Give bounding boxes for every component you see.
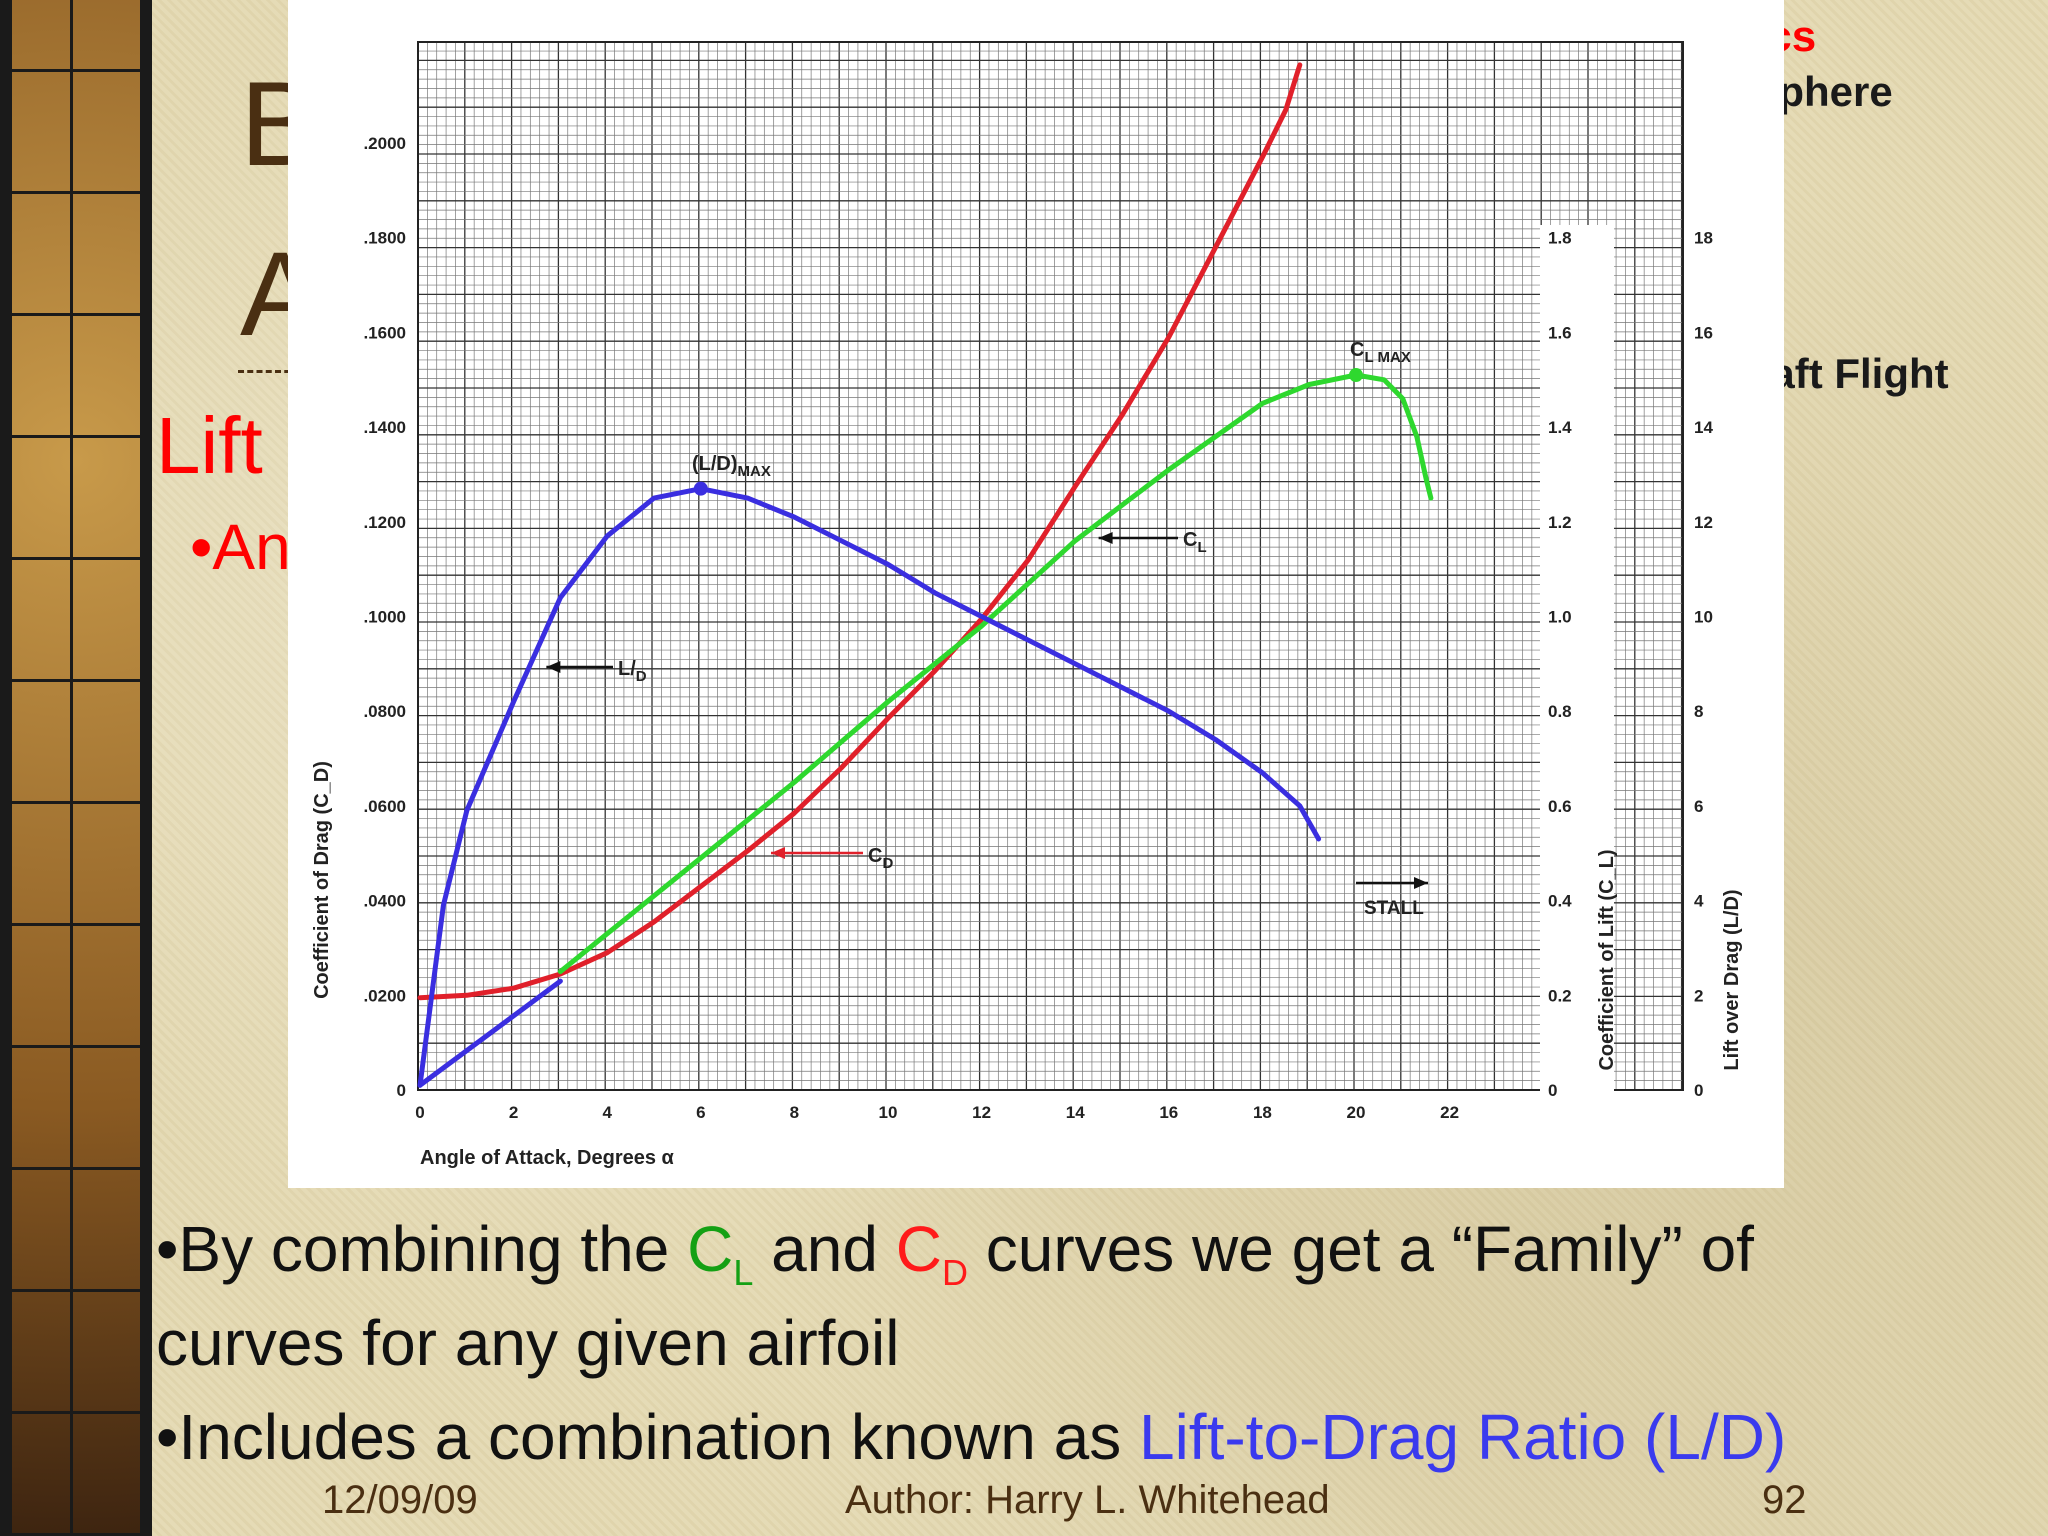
ld-arrow-head bbox=[546, 661, 561, 673]
x-tick-label: 12 bbox=[972, 1103, 991, 1122]
x-tick-label: 10 bbox=[879, 1103, 898, 1122]
cd-term: CD bbox=[895, 1213, 968, 1293]
footer-page-number: 92 bbox=[1762, 1478, 1807, 1522]
ld-curve-label: L/D bbox=[618, 658, 647, 685]
series-cd-curve-0 bbox=[417, 62, 1303, 1001]
footer-author: Author: Harry L. Whitehead bbox=[845, 1478, 1330, 1522]
x-tick-label: 4 bbox=[602, 1103, 612, 1122]
bullet-lift-to-drag: •Includes a combination known as Lift-to… bbox=[156, 1400, 1786, 1474]
cd-tick-label: .1600 bbox=[363, 323, 406, 342]
cd-tick-label: .0400 bbox=[363, 892, 406, 911]
cd-tick-label: .1200 bbox=[363, 513, 406, 532]
lift-drag-chart: 0 2 4 6 8 10 12 14 16 18 20 220.0200.0400.0600.0800… bbox=[311, 41, 1743, 1169]
x-tick-label: 18 bbox=[1253, 1103, 1272, 1122]
bullet2-prefix: •Includes a combination known as bbox=[156, 1401, 1139, 1473]
cl-tick-label: 1.4 bbox=[1548, 418, 1572, 437]
cl-axis-panel bbox=[1540, 225, 1614, 1105]
ld-max-label: (L/D)MAX bbox=[692, 453, 771, 480]
ld-tick-label: 18 bbox=[1694, 229, 1713, 248]
plot-frame bbox=[417, 41, 1684, 1091]
y-axis-title-cl: Coefficient of Lift (C_L) bbox=[1596, 849, 1618, 1070]
x-tick-label: 22 bbox=[1440, 1103, 1459, 1122]
cl-letter: C bbox=[687, 1213, 734, 1285]
cd-tick-label: 0 bbox=[397, 1081, 406, 1100]
header-flight-text: raft Flight bbox=[1755, 350, 1949, 397]
x-tick-label: 2 bbox=[509, 1103, 518, 1122]
lift-to-drag-term: Lift-to-Drag Ratio (L/D) bbox=[1138, 1401, 1787, 1473]
bullet-combining-curves: •By combining the CL and CD curves we ge… bbox=[156, 1212, 1754, 1294]
cl-tick-label: 1.8 bbox=[1548, 229, 1572, 248]
cl-max-marker bbox=[1349, 368, 1363, 383]
cl-arrow-head bbox=[1098, 532, 1113, 544]
bullet-combining-curves-line2: curves for any given airfoil bbox=[156, 1307, 900, 1379]
x-tick-label: 6 bbox=[696, 1103, 705, 1122]
ld-tick-label: 14 bbox=[1694, 418, 1713, 437]
cd-tick-label: .1800 bbox=[363, 229, 406, 248]
y-axis-title-cd: Coefficient of Drag (C_D) bbox=[311, 761, 333, 999]
ld-tick-label: 2 bbox=[1694, 986, 1703, 1005]
cl-tick-label: 1.6 bbox=[1548, 323, 1572, 342]
cd-arrow-head bbox=[771, 847, 785, 859]
section-heading: Lift bbox=[156, 401, 263, 490]
y-axis-title-ld: Lift over Drag (L/D) bbox=[1721, 889, 1743, 1070]
cl-tick-label: 0.4 bbox=[1548, 892, 1572, 911]
cl-tick-label: 0.2 bbox=[1548, 986, 1572, 1005]
cd-tick-label: .1000 bbox=[363, 608, 406, 627]
chart-grid bbox=[417, 42, 1683, 1091]
cl-tick-label: 1.2 bbox=[1548, 513, 1572, 532]
x-tick-label: 0 bbox=[415, 1103, 424, 1122]
cd-tick-label: .1400 bbox=[363, 418, 406, 437]
ld-tick-label: 8 bbox=[1694, 702, 1703, 721]
cd-tick-label: .0600 bbox=[363, 797, 406, 816]
ld-tick-label: 10 bbox=[1694, 608, 1713, 627]
series-ld-curve-3 bbox=[417, 978, 563, 1088]
cl-tick-label: 0.8 bbox=[1548, 702, 1572, 721]
cd-subscript: D bbox=[941, 1251, 968, 1293]
bullet1-prefix: •By combining the bbox=[156, 1213, 688, 1285]
cd-tick-label: .0200 bbox=[363, 986, 406, 1005]
decorative-left-strip bbox=[0, 0, 152, 1536]
cl-max-label: CL MAX bbox=[1350, 339, 1411, 366]
ld-tick-label: 16 bbox=[1694, 323, 1713, 342]
ld-tick-label: 0 bbox=[1694, 1081, 1703, 1100]
ld-tick-label: 4 bbox=[1694, 892, 1704, 911]
cl-term: CL bbox=[687, 1213, 753, 1293]
x-axis-title: Angle of Attack, Degrees α bbox=[420, 1147, 675, 1169]
ld-tick-label: 6 bbox=[1694, 797, 1703, 816]
cl-tick-label: 1.0 bbox=[1548, 608, 1572, 627]
bullet1-mid: and bbox=[753, 1213, 896, 1285]
ld-tick-label: 12 bbox=[1694, 513, 1713, 532]
bullet1-suffix: curves we get a “Family” of bbox=[967, 1213, 1754, 1285]
stall-arrow-head bbox=[1414, 877, 1428, 889]
cl-curve-label: CL bbox=[1183, 529, 1207, 556]
cl-subscript: L bbox=[733, 1251, 754, 1293]
cd-curve-label: CD bbox=[868, 845, 893, 872]
ld-max-marker bbox=[693, 481, 708, 496]
series-cl-curve-1 bbox=[557, 372, 1434, 975]
cl-tick-label: 0 bbox=[1548, 1081, 1557, 1100]
stall-label: STALL bbox=[1364, 898, 1424, 919]
x-tick-label: 8 bbox=[790, 1103, 799, 1122]
cl-tick-label: 0.6 bbox=[1548, 797, 1572, 816]
cd-tick-label: .0800 bbox=[363, 702, 406, 721]
x-tick-label: 20 bbox=[1347, 1103, 1366, 1122]
chart-panel: 0 2 4 6 8 10 12 14 16 18 20 22 0.0200.0400.0600.0800… bbox=[288, 0, 1784, 1188]
title-divider bbox=[238, 370, 318, 373]
cd-tick-label: .2000 bbox=[363, 134, 406, 153]
cd-letter: C bbox=[895, 1213, 942, 1285]
section-bullet: •An bbox=[190, 511, 291, 583]
footer-date: 12/09/09 bbox=[322, 1478, 478, 1522]
x-tick-label: 16 bbox=[1159, 1103, 1178, 1122]
x-tick-label: 14 bbox=[1066, 1103, 1085, 1122]
series-ld-curve-2 bbox=[417, 486, 1322, 1088]
